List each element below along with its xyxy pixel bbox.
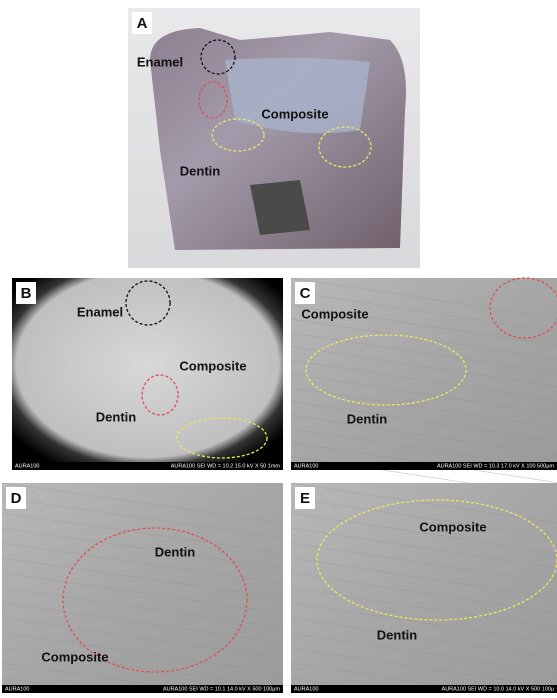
panel-label: A [137, 15, 148, 32]
panel-label: B [21, 285, 32, 302]
annotation: Dentin [347, 411, 388, 426]
annotation: Dentin [155, 544, 196, 559]
footer-right: AURA100 SEI WD = 10.2 15.0 kV X 50 1mm [171, 463, 281, 469]
annotation: Composite [419, 519, 486, 534]
annotation: Composite [261, 106, 328, 121]
annotation: Enamel [77, 304, 123, 319]
figure: A Enamel Composite Dentin B Enamel Composite De… [0, 0, 557, 693]
footer-right: AURA100 SEI WD = 10.0 14.0 kV X 500 100μ [442, 686, 554, 692]
footer-right: AURA100 SEI WD = 10.1 14.0 kV X 500 100μ… [163, 686, 280, 692]
annotation: Dentin [377, 627, 418, 642]
panel-label: C [300, 285, 311, 302]
footer-left: AURA100 [15, 463, 39, 469]
annotation: Dentin [180, 163, 221, 178]
footer-left: AURA100 [294, 463, 318, 469]
panel-label: E [300, 490, 310, 507]
footer-left: AURA100 [5, 686, 29, 692]
annotation: Enamel [137, 54, 183, 69]
footer-right: AURA100 SEI WD = 10.3 17.0 kV X 100 500μ… [437, 463, 554, 469]
annotation: Composite [301, 306, 368, 321]
panel-label: D [11, 490, 22, 507]
annotation: Composite [179, 358, 246, 373]
panel-image [291, 483, 557, 693]
annotation: Dentin [96, 409, 137, 424]
composite-region [225, 58, 370, 133]
panel-image [12, 278, 283, 470]
footer-left: AURA100 [294, 686, 318, 692]
annotation: Composite [41, 649, 108, 664]
pulp-region [250, 180, 310, 235]
